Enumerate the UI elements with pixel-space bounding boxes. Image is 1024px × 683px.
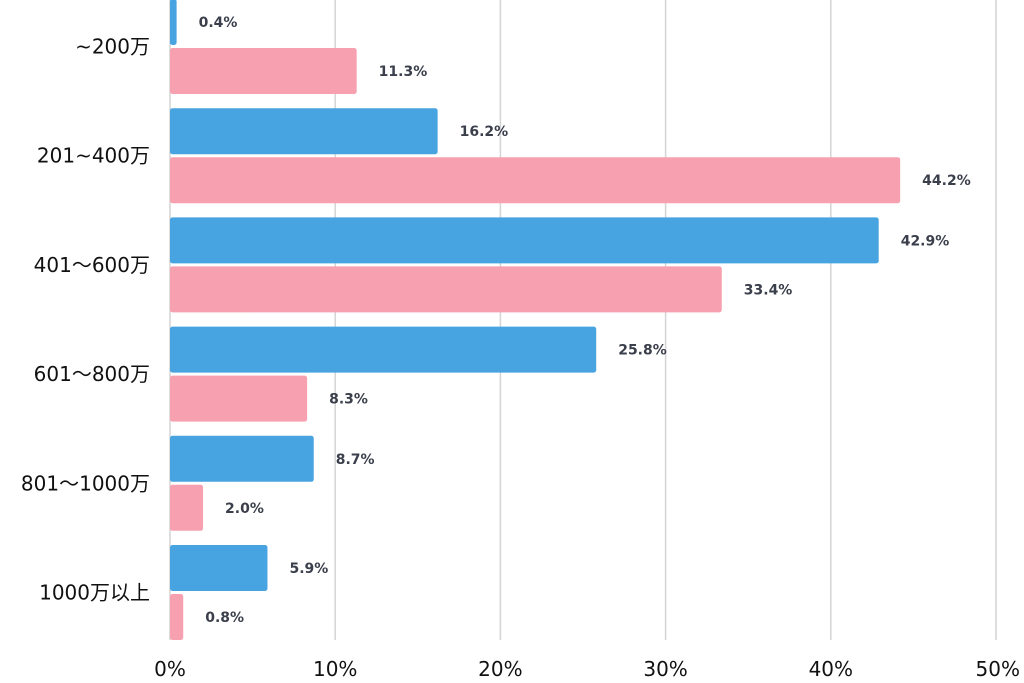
bar-series2 — [170, 375, 308, 422]
bar-series1 — [170, 217, 879, 264]
data-label: 8.3% — [329, 392, 368, 408]
category-labels: ~200万 201~400万 401〜600万 601〜800万 801〜1000万 10… — [21, 35, 150, 605]
x-tick-label: 40% — [809, 657, 853, 681]
x-axis-tick-labels: 0% 10% 20% 30% 40% 50% — [154, 657, 1020, 681]
bar-series1 — [170, 326, 597, 373]
data-label: 2.0% — [225, 501, 264, 517]
category-label: ~200万 — [75, 35, 150, 59]
category-label: 801〜1000万 — [21, 471, 150, 495]
data-label: 5.9% — [289, 561, 328, 577]
bar-series2 — [170, 48, 357, 94]
data-label: 0.4% — [199, 15, 238, 31]
bars — [170, 0, 901, 640]
data-label: 44.2% — [922, 173, 971, 189]
category-label: 601〜800万 — [34, 362, 150, 386]
category-label: 201~400万 — [37, 144, 150, 168]
x-tick-label: 30% — [643, 657, 687, 681]
data-labels: 0.4% 11.3% 16.2% 44.2% 42.9% 33.4% 25.8% 8.3% 8.… — [199, 15, 971, 626]
x-tick-label: 50% — [976, 657, 1020, 681]
data-label: 25.8% — [618, 343, 667, 359]
data-label: 11.3% — [379, 64, 428, 80]
bar-series2 — [170, 484, 204, 531]
bar-series1 — [170, 0, 177, 45]
data-label: 42.9% — [901, 233, 950, 249]
category-label: 401〜600万 — [34, 253, 150, 277]
bar-series1 — [170, 545, 268, 591]
bar-series2 — [170, 157, 901, 204]
category-label: 1000万以上 — [39, 581, 150, 605]
bar-series1 — [170, 108, 438, 155]
x-tick-label: 20% — [478, 657, 522, 681]
bar-series2 — [170, 594, 184, 640]
data-label: 16.2% — [460, 124, 509, 140]
data-label: 8.7% — [336, 452, 375, 468]
data-label: 0.8% — [205, 610, 244, 626]
bar-series1 — [170, 435, 314, 482]
gridlines — [169, 0, 997, 640]
x-tick-label: 10% — [313, 657, 357, 681]
bar-series2 — [170, 266, 722, 313]
x-tick-label: 0% — [154, 657, 186, 681]
data-label: 33.4% — [744, 282, 793, 298]
